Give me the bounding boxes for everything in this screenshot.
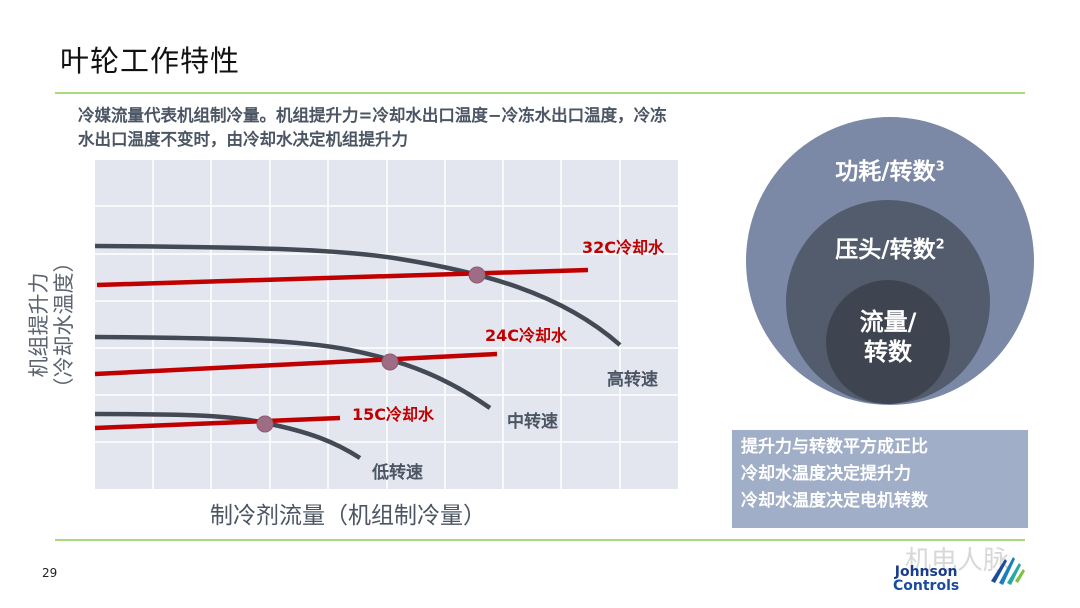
middle-circle-text: 压头/转数2 — [790, 230, 990, 264]
title-divider — [55, 92, 1025, 94]
mid-speed-curve — [94, 334, 492, 410]
middle-circle-exponent: 2 — [935, 237, 945, 253]
label-15c: 15C冷却水 — [352, 405, 435, 424]
watermark-text: 机电人脉 — [905, 546, 1010, 576]
outer-circle-label: 功耗/转数 — [835, 159, 936, 185]
johnson-controls-logo: Johnson Controls — [893, 565, 959, 593]
label-high-speed: 高转速 — [607, 370, 658, 390]
logo-mark-icon — [991, 557, 1025, 585]
inner-circle-text: 流量/ 转数 — [826, 307, 950, 367]
inner-circle-line1: 流量/ — [859, 308, 917, 336]
cooling-water-15c-line — [94, 415, 341, 431]
note-line-3: 冷却水温度决定电机转数 — [741, 491, 928, 511]
middle-circle-label: 压头/转数 — [835, 237, 936, 263]
page-title: 叶轮工作特性 — [60, 44, 241, 78]
y-axis-label: 机组提升力 （冷却水温度） — [27, 245, 77, 405]
y-axis-label-line1: 机组提升力 — [27, 272, 51, 378]
logo-line1: Johnson — [894, 564, 958, 580]
operating-point-mid — [381, 353, 399, 371]
operating-point-high — [468, 266, 486, 284]
label-mid-speed: 中转速 — [507, 412, 558, 432]
inner-circle-line2: 转数 — [864, 338, 912, 366]
y-axis-label-line2: （冷却水温度） — [52, 251, 76, 399]
grid-lines — [95, 160, 678, 489]
operating-point-low — [256, 415, 274, 433]
note-box: 提升力与转数平方成正比 冷却水温度决定提升力 冷却水温度决定电机转数 — [732, 430, 1028, 528]
label-24c: 24C冷却水 — [485, 326, 568, 345]
logo-line2: Controls — [893, 578, 960, 594]
label-32c: 32C冷却水 — [582, 238, 665, 257]
page-number: 29 — [42, 566, 58, 580]
cooling-water-24c-line — [94, 351, 498, 377]
cooling-water-32c-line — [96, 267, 589, 288]
x-axis-label: 制冷剂流量（机组制冷量） — [210, 503, 486, 529]
note-line-1: 提升力与转数平方成正比 — [741, 437, 928, 457]
intro-text: 冷媒流量代表机组制冷量。机组提升力=冷却水出口温度−冷冻水出口温度，冷冻水出口温… — [78, 106, 667, 149]
footer-divider — [55, 539, 1025, 541]
outer-circle-exponent: 3 — [935, 159, 945, 175]
outer-circle-text: 功耗/转数3 — [790, 152, 990, 186]
note-line-2: 冷却水温度决定提升力 — [741, 464, 911, 484]
inner-circle-flow — [826, 280, 950, 404]
label-low-speed: 低转速 — [372, 463, 423, 483]
high-speed-curve — [94, 243, 622, 347]
